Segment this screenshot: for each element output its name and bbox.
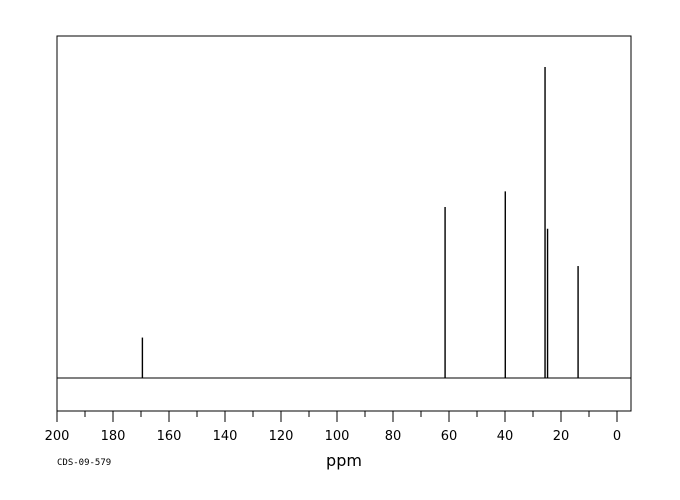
x-tick-label-0: 0 — [613, 429, 621, 444]
x-tick-label-120: 120 — [269, 429, 294, 444]
x-tick-label-40: 40 — [497, 429, 514, 444]
minor-ticks — [84, 411, 590, 417]
x-tick-label-140: 140 — [213, 429, 238, 444]
footer-code: CDS-09-579 — [57, 458, 111, 468]
x-tick-label-20: 20 — [553, 429, 570, 444]
tick-labels: 200 180 160 140 120 100 80 60 40 20 0 — [45, 429, 622, 444]
x-tick-label-100: 100 — [325, 429, 350, 444]
x-tick-label-180: 180 — [101, 429, 126, 444]
major-ticks — [56, 411, 618, 422]
x-tick-label-200: 200 — [45, 429, 70, 444]
x-tick-label-160: 160 — [157, 429, 182, 444]
x-axis-title: ppm — [326, 451, 362, 470]
peaks — [141, 67, 579, 378]
plot-frame — [56, 35, 632, 412]
x-tick-label-60: 60 — [441, 429, 458, 444]
x-tick-label-80: 80 — [385, 429, 402, 444]
